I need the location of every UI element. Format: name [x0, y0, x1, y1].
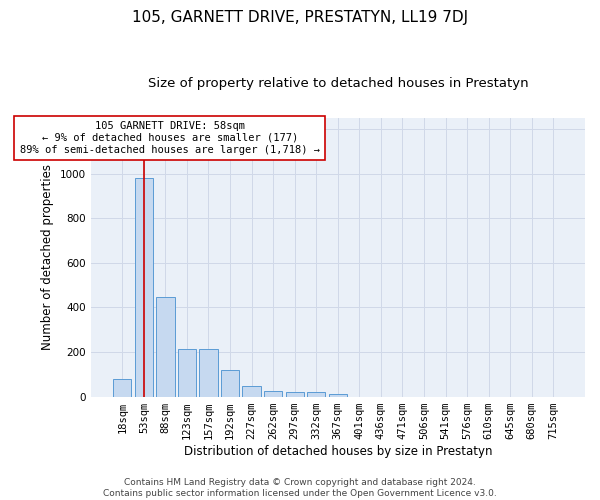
Bar	[242, 386, 261, 396]
Bar	[329, 394, 347, 396]
Bar	[307, 392, 325, 396]
Bar	[199, 348, 218, 397]
Bar	[156, 298, 175, 396]
Bar	[113, 379, 131, 396]
Bar	[264, 391, 283, 396]
Bar	[221, 370, 239, 396]
Text: 105 GARNETT DRIVE: 58sqm
← 9% of detached houses are smaller (177)
89% of semi-d: 105 GARNETT DRIVE: 58sqm ← 9% of detache…	[20, 122, 320, 154]
Bar	[134, 178, 153, 396]
Text: Contains HM Land Registry data © Crown copyright and database right 2024.
Contai: Contains HM Land Registry data © Crown c…	[103, 478, 497, 498]
Bar	[286, 392, 304, 396]
Bar	[178, 348, 196, 397]
Text: 105, GARNETT DRIVE, PRESTATYN, LL19 7DJ: 105, GARNETT DRIVE, PRESTATYN, LL19 7DJ	[132, 10, 468, 25]
X-axis label: Distribution of detached houses by size in Prestatyn: Distribution of detached houses by size …	[184, 444, 492, 458]
Y-axis label: Number of detached properties: Number of detached properties	[41, 164, 54, 350]
Title: Size of property relative to detached houses in Prestatyn: Size of property relative to detached ho…	[148, 78, 528, 90]
